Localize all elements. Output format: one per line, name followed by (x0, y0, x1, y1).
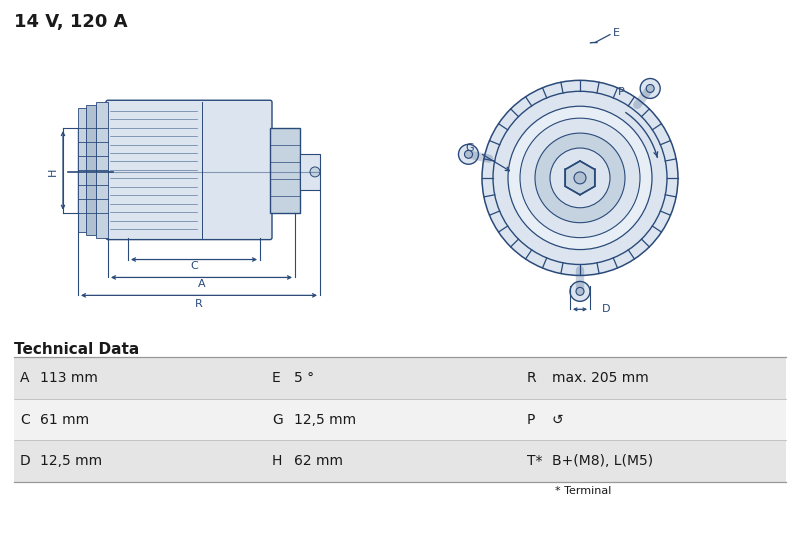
Polygon shape (566, 161, 594, 195)
Text: E: E (272, 371, 281, 385)
Text: B+(M8), L(M5): B+(M8), L(M5) (552, 454, 653, 468)
Text: H: H (272, 454, 282, 468)
Circle shape (563, 161, 597, 195)
Bar (14, 359, 786, 399)
Circle shape (574, 172, 586, 184)
Circle shape (640, 78, 660, 99)
Text: P: P (527, 413, 535, 426)
Circle shape (482, 80, 678, 276)
Text: C: C (20, 413, 30, 426)
FancyBboxPatch shape (106, 100, 272, 240)
Text: 12,5 mm: 12,5 mm (40, 454, 102, 468)
Circle shape (508, 106, 652, 249)
Bar (270, 128, 300, 213)
Text: 14 V, 120 A: 14 V, 120 A (14, 13, 128, 31)
Circle shape (535, 133, 625, 223)
Text: 5 °: 5 ° (294, 371, 314, 385)
Text: 113 mm: 113 mm (40, 371, 98, 385)
Text: P: P (618, 87, 625, 96)
Text: 62 mm: 62 mm (294, 454, 343, 468)
Bar (78, 128, 108, 213)
Text: G: G (272, 413, 282, 426)
Text: E: E (613, 28, 620, 37)
Text: G: G (466, 143, 474, 153)
Bar (14, 441, 786, 482)
Circle shape (310, 167, 320, 177)
Text: R: R (527, 371, 537, 385)
Bar (86, 105, 96, 235)
Text: * Terminal: * Terminal (555, 486, 611, 496)
Text: H: H (48, 168, 58, 176)
Circle shape (458, 144, 478, 164)
Bar (14, 400, 786, 440)
Text: 61 mm: 61 mm (40, 413, 89, 426)
Circle shape (570, 281, 590, 301)
Text: C: C (190, 262, 198, 271)
Text: D: D (602, 304, 610, 314)
Text: A: A (20, 371, 30, 385)
Bar (300, 154, 320, 190)
Bar (78, 108, 86, 232)
Text: T*: T* (527, 454, 542, 468)
Circle shape (550, 148, 610, 208)
Circle shape (520, 118, 640, 238)
Text: R: R (195, 300, 203, 309)
Circle shape (85, 164, 101, 180)
Circle shape (493, 91, 667, 264)
Text: max. 205 mm: max. 205 mm (552, 371, 649, 385)
Text: 12,5 mm: 12,5 mm (294, 413, 356, 426)
Text: Technical Data: Technical Data (14, 342, 139, 357)
Text: ↺: ↺ (552, 413, 564, 426)
Bar (96, 102, 108, 238)
Text: D: D (20, 454, 30, 468)
Text: A: A (198, 279, 206, 289)
